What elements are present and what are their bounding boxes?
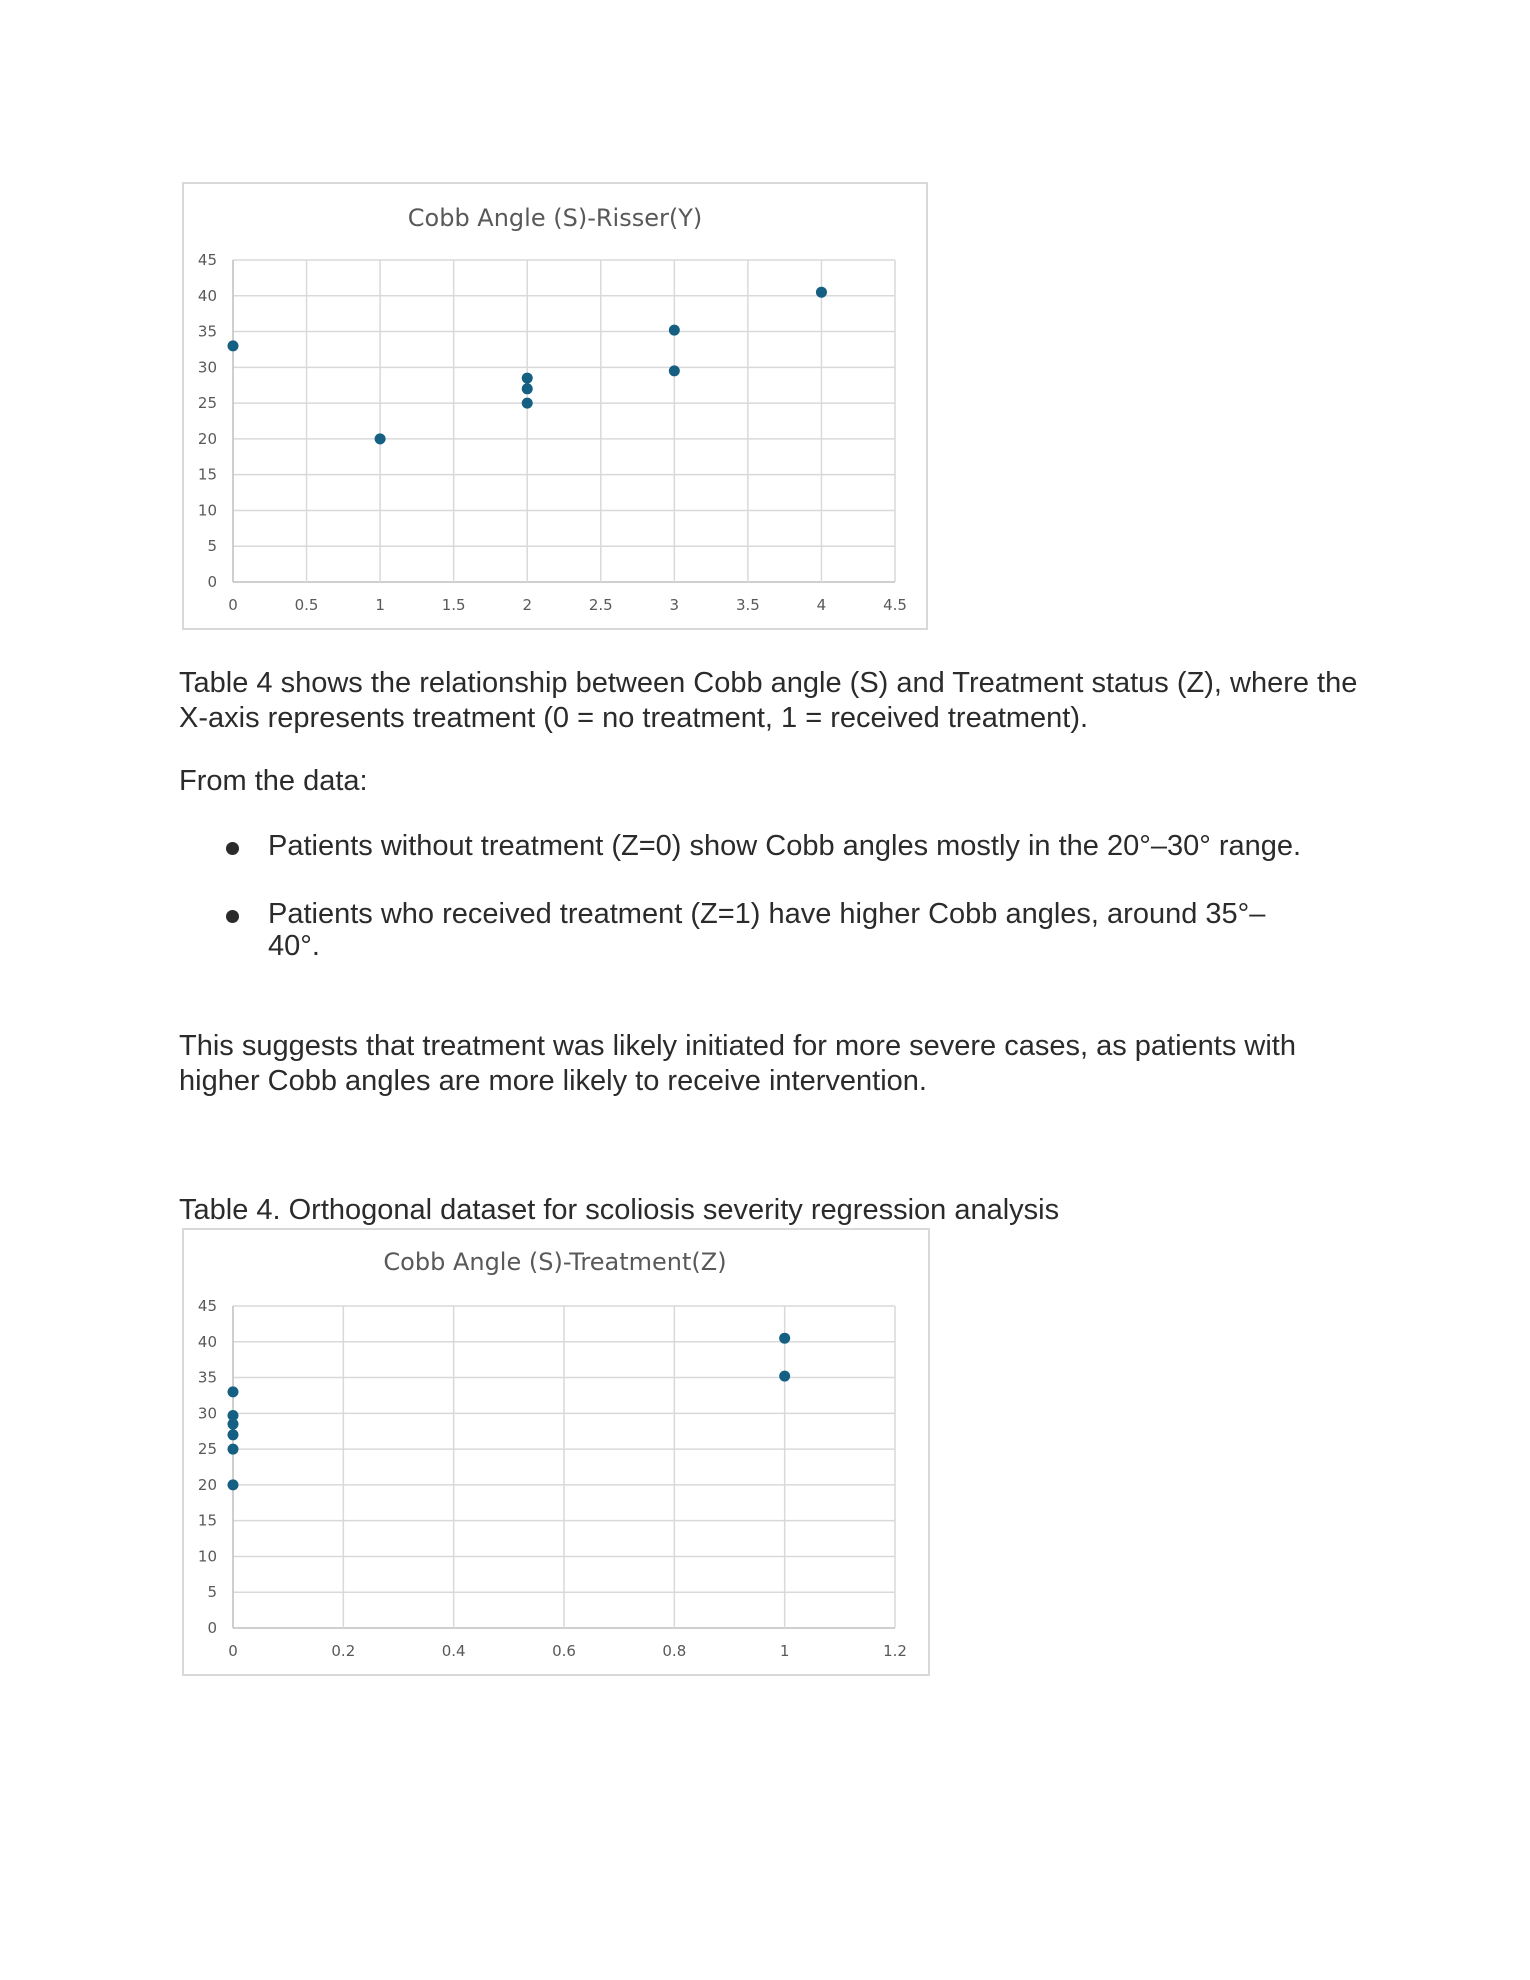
x-tick-label: 0.2 [331, 1642, 355, 1660]
data-point [521, 383, 533, 395]
y-tick-label: 25 [198, 394, 217, 412]
y-tick-label: 10 [198, 1547, 217, 1565]
data-point [227, 1443, 239, 1455]
x-tick-label: 2 [522, 596, 532, 614]
y-tick-label: 5 [207, 537, 217, 555]
data-point [521, 397, 533, 409]
data-point [227, 1386, 239, 1398]
y-tick-label: 30 [198, 1404, 217, 1422]
bullet-icon [226, 910, 239, 923]
y-tick-label: 0 [207, 573, 217, 591]
y-tick-label: 40 [198, 1333, 217, 1351]
chart-svg-risser: Cobb Angle (S)-Risser(Y)0510152025303540… [198, 204, 907, 614]
x-tick-label: 0 [228, 1642, 238, 1660]
scatter-chart-risser: Cobb Angle (S)-Risser(Y) 0 5 10 15 20 25 30 35 40… [182, 182, 928, 630]
bullet-text-no-treatment: Patients without treatment (Z=0) show Co… [268, 830, 1302, 862]
y-tick-label: 25 [198, 1440, 217, 1458]
y-tick-label: 15 [198, 1512, 217, 1530]
data-point [227, 1409, 239, 1421]
data-point [227, 1418, 239, 1430]
y-tick-label: 35 [198, 1369, 217, 1387]
x-tick-label: 3 [670, 596, 680, 614]
paragraph-conclusion: This suggests that treatment was likely … [179, 1030, 1296, 1097]
y-tick-label: 20 [198, 1476, 217, 1494]
data-point [227, 340, 239, 352]
paragraph-relationship: Table 4 shows the relationship between C… [179, 667, 1358, 734]
x-tick-label: 0.8 [662, 1642, 686, 1660]
y-tick-label: 15 [198, 466, 217, 484]
bullet-text-treatment: Patients who received treatment (Z=1) ha… [268, 898, 1266, 962]
scatter-chart-treatment: Cobb Angle (S)-Treatment(Z) 0 5 10 15 20 25 30 3… [182, 1228, 930, 1676]
y-tick-label: 40 [198, 287, 217, 305]
data-point [779, 1332, 791, 1344]
table-caption: Table 4. Orthogonal dataset for scoliosi… [179, 1194, 1060, 1226]
x-tick-label: 1.2 [883, 1642, 907, 1660]
x-tick-label: 0.4 [442, 1642, 466, 1660]
data-point [227, 1429, 239, 1441]
x-tick-label: 0 [228, 596, 238, 614]
list-item: Patients without treatment (Z=0) show Co… [179, 830, 1379, 862]
chart-svg-treatment: Cobb Angle (S)-Treatment(Z)0510152025303… [198, 1248, 907, 1660]
x-tick-label: 4 [817, 596, 827, 614]
paragraph-from-data: From the data: [179, 765, 368, 797]
chart-title: Cobb Angle (S)-Treatment(Z) [383, 1248, 726, 1276]
data-point [668, 324, 680, 336]
y-tick-label: 20 [198, 430, 217, 448]
list-item: Patients who received treatment (Z=1) ha… [179, 898, 1268, 962]
data-point [374, 433, 386, 445]
x-tick-label: 0.5 [295, 596, 319, 614]
findings-list: Patients without treatment (Z=0) show Co… [179, 830, 1379, 962]
x-tick-label: 4.5 [883, 596, 907, 614]
x-tick-label: 1 [780, 1642, 790, 1660]
y-tick-label: 30 [198, 358, 217, 376]
x-tick-label: 1.5 [442, 596, 466, 614]
data-point [227, 1479, 239, 1491]
chart-title: Cobb Angle (S)-Risser(Y) [408, 204, 702, 232]
x-tick-label: 3.5 [736, 596, 760, 614]
y-tick-label: 5 [207, 1583, 217, 1601]
y-tick-label: 35 [198, 323, 217, 341]
data-point [815, 286, 827, 298]
y-tick-label: 45 [198, 1297, 217, 1315]
y-tick-label: 10 [198, 501, 217, 519]
data-point [668, 365, 680, 377]
y-tick-label: 45 [198, 251, 217, 269]
x-tick-label: 0.6 [552, 1642, 576, 1660]
data-point [521, 372, 533, 384]
y-tick-label: 0 [207, 1619, 217, 1637]
x-tick-label: 2.5 [589, 596, 613, 614]
bullet-icon [226, 842, 239, 855]
x-tick-label: 1 [375, 596, 385, 614]
data-point [779, 1370, 791, 1382]
